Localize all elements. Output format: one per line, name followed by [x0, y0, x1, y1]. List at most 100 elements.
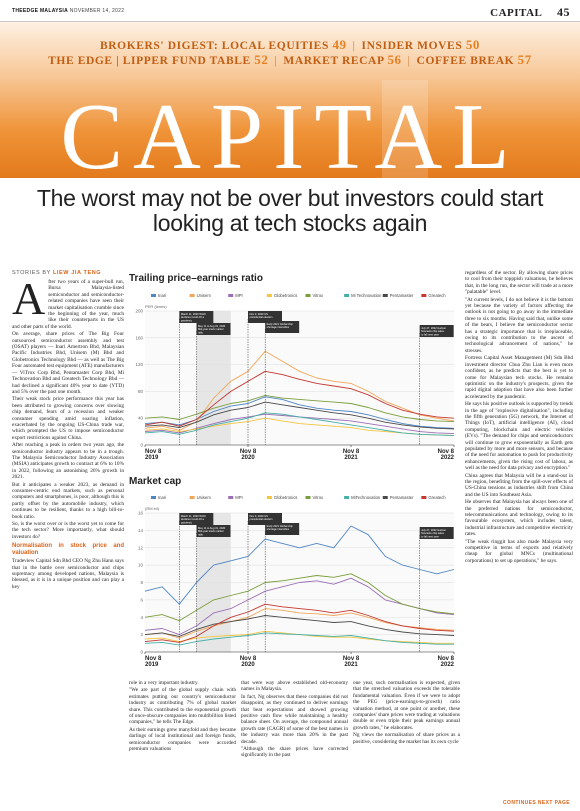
legend-label: Inari: [158, 293, 166, 298]
paragraph: "At current levels, I do not believe it …: [465, 296, 573, 354]
paragraph: that were way above established old-econ…: [241, 680, 348, 693]
legend-label: Vitrox: [313, 495, 325, 500]
paragraph: Tradeview Capital Sdn Bhd CEO Ng Zhu Han…: [12, 558, 124, 590]
chart-title-per: Trailing price–earnings ratio: [129, 273, 263, 284]
paragraph: China agrees that Malaysia will be a sta…: [465, 472, 573, 498]
x-tick-year: 2021: [344, 662, 358, 668]
paragraph: Their weak stock price performance this …: [12, 396, 124, 441]
chart-market-cap-svg: 0 2 4 6 8 10 12 14 16(RM bil) Inari Unisem MPI Globe…: [138, 495, 455, 668]
annotation-box: [248, 311, 282, 323]
y-tick-label: 0: [140, 443, 143, 448]
paragraph: "The weak ringgit has also made Malaysia…: [465, 538, 573, 564]
x-tick-year: 2020: [241, 455, 255, 461]
chart-per: 0 40 80 120 160 200 PER (times) Inari Unisem MPI G…: [129, 287, 460, 467]
annotation-label: May 11 to Aug 31, 2020 Mid-year stock mar…: [198, 526, 226, 536]
continues-next-page-link[interactable]: CONTINUES NEXT PAGE: [503, 800, 570, 806]
legend-swatch: [421, 496, 427, 499]
annotation-box: [265, 523, 300, 535]
section-name: CAPITAL: [490, 7, 542, 19]
banner-glow: [382, 80, 428, 178]
page-number: 45: [557, 5, 570, 19]
y-axis-label: PER (times): [145, 304, 167, 309]
legend-swatch: [344, 496, 350, 499]
legend-label: Unisem: [197, 293, 212, 298]
x-tick-label: Nov 8: [438, 656, 455, 662]
paragraph: In fact, Ng observes that these companie…: [241, 693, 348, 745]
byline-author: LIEW JIA TENG: [52, 270, 102, 276]
legend-label: Inari: [158, 495, 166, 500]
annotation-label: March 11, 2020 WHO declares Covid-19 a pan…: [181, 514, 206, 524]
plot-area: [145, 311, 454, 445]
legend-swatch: [189, 496, 195, 499]
y-tick-label: 0: [140, 650, 143, 655]
annotation-label: March 11, 2020 WHO declares Covid-19 a pan…: [181, 312, 206, 322]
annotation-label: Nov 3, 2020 US presidential election: [250, 312, 273, 319]
paragraph: "Although the share prices have correcte…: [241, 746, 348, 759]
masthead: THEEDGE MALAYSIA NOVEMBER 14, 2022 CAPIT…: [0, 0, 580, 22]
x-tick-label: Nov 8: [145, 656, 162, 662]
legend-label: Mi Technovation: [351, 293, 382, 298]
chart-title-market-cap: Market cap: [129, 476, 182, 487]
article-column-4: one year, such normalisation is expected…: [353, 680, 460, 798]
article-headline: The worst may not be over but investors …: [36, 185, 544, 236]
annotation-label: Nov 3, 2020 US presidential election: [250, 514, 273, 521]
x-tick-label: Nov 8: [145, 449, 162, 455]
annotation-box: [196, 525, 231, 537]
x-tick-label: Nov 8: [438, 449, 455, 455]
legend-swatch: [344, 294, 350, 297]
x-tick-year: 2019: [145, 662, 159, 668]
annotation-box: [248, 513, 282, 525]
annotation-box: [419, 325, 454, 337]
y-tick-label: 10: [138, 563, 144, 568]
subheading: Normalisation in stock price and valuati…: [12, 543, 124, 557]
ribbon-item-market-recap[interactable]: MARKET RECAP 56: [283, 52, 402, 67]
series-line: [144, 525, 455, 605]
x-tick-year: 2022: [441, 455, 455, 461]
x-tick-year: 2021: [344, 455, 358, 461]
y-tick-label: 200: [135, 309, 143, 314]
section-banner: BROKERS' DIGEST: LOCAL EQUITIES 49 | INSID…: [0, 22, 580, 178]
ribbon-item-insider-moves[interactable]: INSIDER MOVES 50: [361, 37, 481, 52]
legend-swatch: [305, 294, 311, 297]
y-tick-label: 14: [138, 528, 144, 533]
y-tick-label: 4: [140, 615, 143, 620]
paragraph: regardless of the sector. By allowing sh…: [465, 270, 573, 296]
legend-label: Globetronics: [274, 495, 298, 500]
annotation-label: July 27, 2022 Gartner forecasts chip sale…: [421, 528, 446, 538]
article-column-2: role in a very important industry. "We a…: [129, 680, 236, 798]
y-tick-label: 8: [140, 580, 143, 585]
legend-label: MPI: [235, 495, 242, 500]
legend-swatch: [382, 294, 388, 297]
paragraph: "We are part of the global supply chain …: [129, 687, 236, 726]
annotation-box: [196, 323, 231, 335]
legend-label: Pentamaster: [390, 495, 414, 500]
y-tick-label: 6: [140, 597, 143, 602]
paragraph: After reaching a peak in orders two year…: [12, 442, 124, 481]
x-tick-label: Nov 8: [343, 656, 360, 662]
contents-ribbon-row-2: THE EDGE | LIPPER FUND TABLE 52 | MARKET R…: [48, 52, 532, 67]
legend-label: MPI: [235, 293, 242, 298]
annotation-label: Early 2021 Global chip shortage intensifi…: [267, 322, 294, 329]
y-tick-label: 40: [138, 416, 144, 421]
paragraph: As their earnings grew manyfold and they…: [129, 726, 236, 753]
paragraph: role in a very important industry.: [129, 680, 199, 686]
legend-swatch: [382, 496, 388, 499]
chart-market-cap: 0 2 4 6 8 10 12 14 16 (RM bil) Inari Unisem MPI Globe…: [129, 489, 460, 674]
legend-swatch: [189, 294, 195, 297]
legend-label: Pentamaster: [390, 293, 414, 298]
ribbon-item-lipper-fund-table[interactable]: THE EDGE | LIPPER FUND TABLE 52: [48, 52, 269, 67]
legend-swatch: [305, 496, 311, 499]
paragraph: Ng views the normalisation of share pric…: [353, 732, 460, 745]
annotation-label: May 11 to Aug 31, 2020 Mid-year stock mar…: [198, 324, 226, 334]
series-line: [144, 412, 455, 437]
legend-label: Unisem: [197, 495, 212, 500]
ribbon-item-brokers-digest[interactable]: BROKERS' DIGEST: LOCAL EQUITIES 49: [99, 37, 347, 52]
legend-label: Globetronics: [274, 293, 298, 298]
x-tick-label: Nov 8: [240, 656, 257, 662]
y-tick-label: 80: [138, 389, 144, 394]
ribbon-item-coffee-break[interactable]: COFFEE BREAK 57: [416, 52, 532, 67]
legend-swatch: [266, 496, 272, 499]
byline-prefix: STORIES BY: [12, 270, 51, 276]
